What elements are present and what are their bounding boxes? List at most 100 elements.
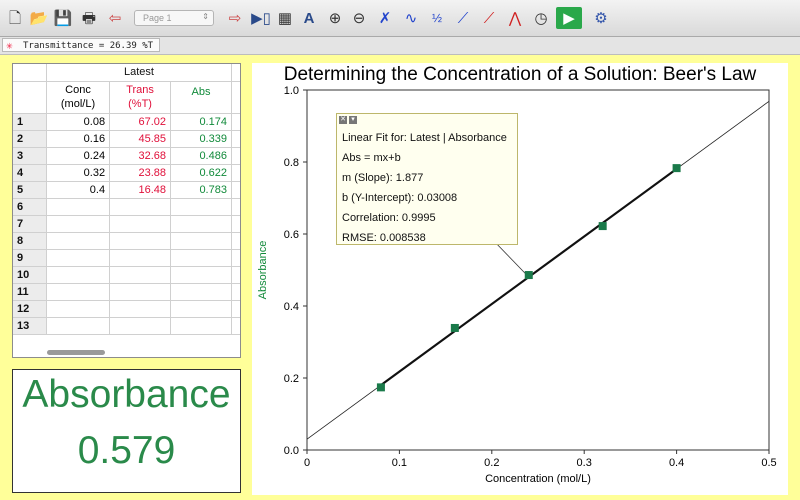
statistics-icon[interactable]: ⟋ [457, 9, 469, 27]
column-unit: (%T) [128, 98, 152, 110]
zoom-out-icon[interactable]: ⊖ [352, 9, 366, 27]
cell-trans[interactable] [109, 215, 172, 233]
cell-conc[interactable] [46, 215, 111, 233]
cell-conc[interactable] [46, 300, 111, 318]
data-table[interactable]: Latest Conc (mol/L) Trans (%T) Abs 1 0.08 67… [12, 63, 241, 358]
cell-abs[interactable]: 0.783 [170, 181, 232, 199]
cell-conc[interactable] [46, 232, 111, 250]
cell-trans[interactable]: 16.48 [109, 181, 172, 199]
table-row: 5 0.4 16.48 0.783 [13, 181, 240, 199]
sensor-reading[interactable]: ✳ Transmittance = 26.39 %T [2, 38, 160, 52]
cell-abs[interactable] [170, 300, 232, 318]
cell-trans[interactable]: 23.88 [109, 164, 172, 182]
table-row: 4 0.32 23.88 0.622 [13, 164, 240, 182]
cell-conc[interactable]: 0.4 [46, 181, 111, 199]
data-grid: Latest Conc (mol/L) Trans (%T) Abs 1 0.08 67… [13, 64, 240, 335]
table-row: 1 0.08 67.02 0.174 [13, 113, 240, 131]
open-folder-icon[interactable]: 📂 [29, 9, 49, 27]
cell-conc[interactable] [46, 198, 111, 216]
row-number[interactable]: 12 [13, 300, 47, 318]
page-select[interactable]: Page 1 ⇕ [134, 10, 214, 26]
cell-conc[interactable] [46, 283, 111, 301]
options-icon[interactable]: ▾ [349, 116, 357, 124]
row-number[interactable]: 10 [13, 266, 47, 284]
column-header-abs[interactable]: Abs [170, 81, 232, 114]
cell-abs[interactable]: 0.622 [170, 164, 232, 182]
print-icon[interactable]: 🖶 [81, 9, 97, 27]
examine-icon[interactable]: ✗ [378, 9, 392, 27]
cell-trans[interactable] [109, 266, 172, 284]
linear-fit-icon[interactable]: ⟋ [483, 9, 495, 27]
cell-abs[interactable] [170, 215, 232, 233]
back-arrow-icon[interactable]: ⇦ [108, 9, 122, 27]
cell-abs[interactable] [170, 317, 232, 335]
linear-fit-box[interactable]: ✕ ▾ Linear Fit for: Latest | Absorbance A… [336, 113, 518, 245]
cell-abs[interactable] [170, 283, 232, 301]
cell-conc[interactable] [46, 249, 111, 267]
row-number[interactable]: 6 [13, 198, 47, 216]
auto-scale-icon[interactable]: A [303, 9, 315, 27]
x-tick-label: 0.4 [669, 457, 684, 469]
row-number[interactable]: 2 [13, 130, 47, 148]
cell-conc[interactable]: 0.08 [46, 113, 111, 131]
cell-trans[interactable]: 45.85 [109, 130, 172, 148]
close-icon[interactable]: ✕ [339, 116, 347, 124]
curve-fit-icon[interactable]: ⋀ [508, 9, 522, 27]
save-icon[interactable]: 💾 [53, 9, 73, 27]
row-number[interactable]: 1 [13, 113, 47, 131]
table-icon[interactable]: ▶▯ [251, 9, 271, 27]
row-number[interactable]: 11 [13, 283, 47, 301]
cell-abs[interactable] [170, 266, 232, 284]
cell-trans[interactable]: 67.02 [109, 113, 172, 131]
row-number[interactable]: 13 [13, 317, 47, 335]
cell-abs[interactable] [170, 232, 232, 250]
row-number[interactable]: 3 [13, 147, 47, 165]
cell-trans[interactable] [109, 317, 172, 335]
cell-conc[interactable]: 0.16 [46, 130, 111, 148]
cell-abs[interactable]: 0.174 [170, 113, 232, 131]
calculator-icon[interactable]: ▦ [277, 9, 293, 27]
cell-trans[interactable] [109, 283, 172, 301]
cell-conc[interactable]: 0.24 [46, 147, 111, 165]
cell-trans[interactable]: 32.68 [109, 147, 172, 165]
integral-icon[interactable]: ½ [431, 11, 442, 25]
graph[interactable]: Determining the Concentration of a Solut… [252, 63, 788, 495]
timer-icon[interactable]: ◷ [534, 9, 548, 27]
absorbance-meter: Absorbance 0.579 [12, 369, 241, 493]
row-number[interactable]: 7 [13, 215, 47, 233]
table-row: 2 0.16 45.85 0.339 [13, 130, 240, 148]
content-area: Latest Conc (mol/L) Trans (%T) Abs 1 0.08 67… [0, 55, 800, 500]
column-name: Abs [191, 85, 211, 98]
data-point [376, 383, 385, 392]
cell-abs[interactable] [170, 198, 232, 216]
collect-icon[interactable]: ▶ [556, 7, 582, 29]
cell-conc[interactable] [46, 317, 111, 335]
column-header-trans[interactable]: Trans (%T) [109, 81, 172, 114]
meter-value: 0.579 [77, 429, 176, 472]
column-unit: (mol/L) [60, 98, 96, 110]
row-number[interactable]: 4 [13, 164, 47, 182]
column-header-conc[interactable]: Conc (mol/L) [46, 81, 111, 114]
horizontal-scrollbar[interactable] [47, 350, 105, 355]
cell-trans[interactable] [109, 300, 172, 318]
data-point [672, 164, 681, 173]
cell-trans[interactable] [109, 249, 172, 267]
next-page-icon[interactable]: ⇨ [228, 9, 242, 27]
settings-icon[interactable]: ⚙ [594, 9, 608, 27]
graph-title: Determining the Concentration of a Solut… [283, 64, 757, 85]
row-number[interactable]: 9 [13, 249, 47, 267]
cell-conc[interactable] [46, 266, 111, 284]
x-tick-label: 0.1 [392, 457, 407, 469]
table-row: 11 [13, 283, 240, 301]
cell-abs[interactable] [170, 249, 232, 267]
cell-abs[interactable]: 0.339 [170, 130, 232, 148]
zoom-in-icon[interactable]: ⊕ [328, 9, 342, 27]
row-number[interactable]: 5 [13, 181, 47, 199]
row-number[interactable]: 8 [13, 232, 47, 250]
cell-trans[interactable] [109, 198, 172, 216]
tangent-icon[interactable]: ∿ [404, 9, 418, 27]
cell-abs[interactable]: 0.486 [170, 147, 232, 165]
cell-conc[interactable]: 0.32 [46, 164, 111, 182]
new-file-icon[interactable]: 🗋 [8, 9, 22, 27]
cell-trans[interactable] [109, 232, 172, 250]
